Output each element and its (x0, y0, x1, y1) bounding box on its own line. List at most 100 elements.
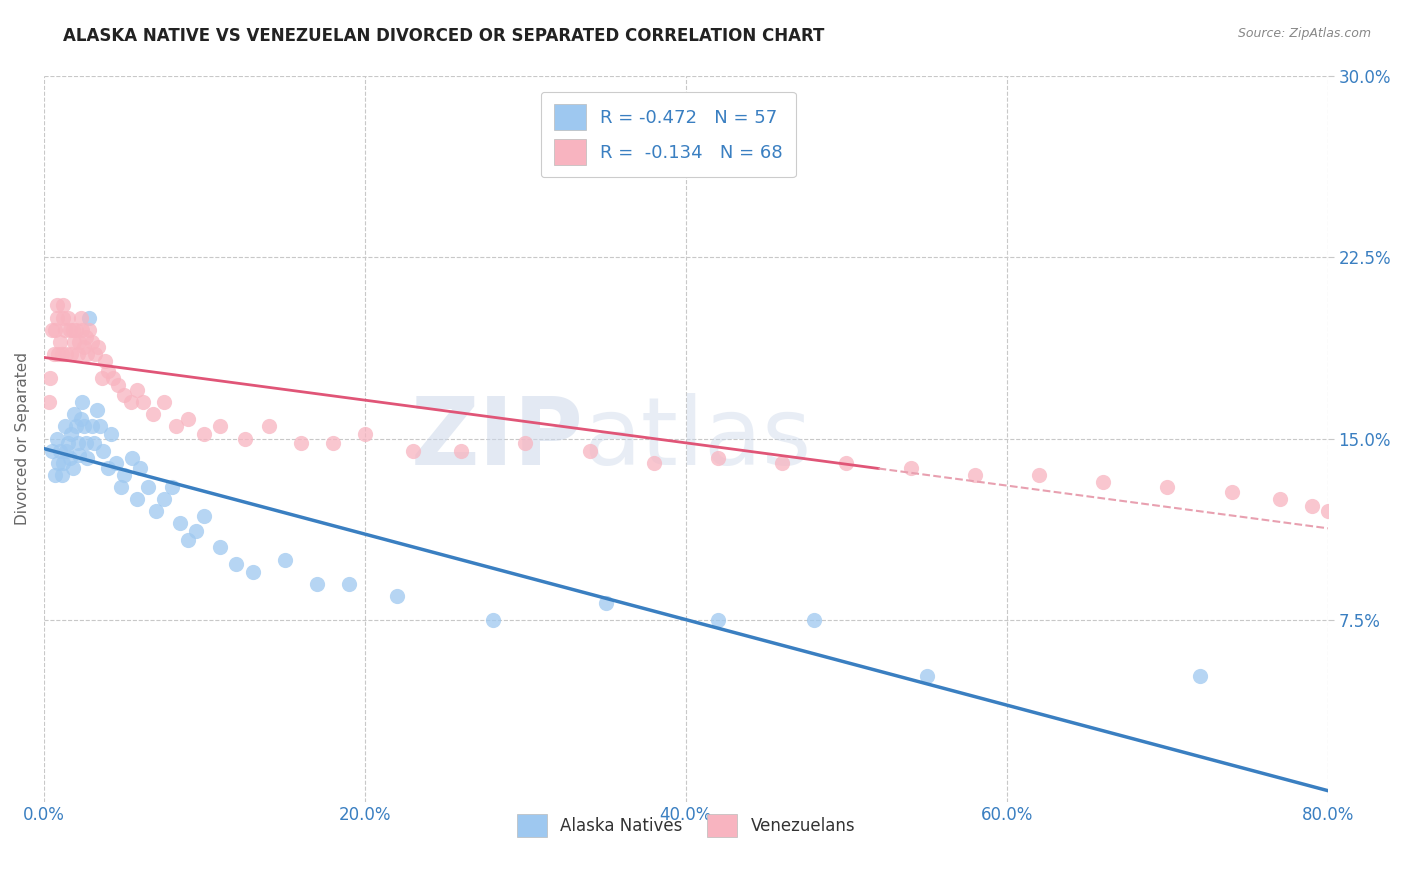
Point (162, 480, 184, 494)
Point (41, 443, 63, 458)
Text: Source: ZipAtlas.com: Source: ZipAtlas.com (1237, 27, 1371, 40)
Point (145, 504, 167, 518)
Point (1156, 480, 1178, 494)
Point (73, 340, 96, 354)
Point (69, 310, 91, 325)
Point (209, 419, 232, 434)
Point (55, 443, 77, 458)
Point (1301, 500, 1323, 514)
Point (110, 480, 132, 494)
Point (112, 467, 135, 482)
Point (80, 334, 103, 349)
Point (225, 558, 247, 572)
Point (38, 395, 60, 409)
Point (101, 371, 124, 385)
Point (322, 436, 344, 450)
Point (49, 443, 72, 458)
Point (337, 576, 360, 591)
Point (1220, 484, 1243, 499)
Point (770, 456, 793, 470)
Point (63, 334, 86, 349)
Point (83, 436, 105, 450)
Point (915, 669, 938, 683)
Text: ALASKA NATIVE VS VENEZUELAN DIVORCED OR SEPARATED CORRELATION CHART: ALASKA NATIVE VS VENEZUELAN DIVORCED OR … (63, 27, 825, 45)
Point (39, 371, 62, 385)
Point (45, 432, 67, 446)
Point (193, 426, 215, 441)
Point (87, 340, 110, 354)
Point (165, 419, 187, 434)
Point (97, 460, 120, 475)
Point (120, 395, 142, 409)
Point (305, 576, 328, 591)
Point (77, 310, 100, 325)
Point (233, 432, 256, 446)
Legend: Alaska Natives, Venezuelans: Alaska Natives, Venezuelans (510, 807, 862, 844)
Point (62, 460, 84, 475)
Point (60, 426, 83, 441)
Point (52, 310, 75, 325)
Point (105, 456, 128, 470)
Point (186, 524, 208, 538)
Point (76, 347, 98, 361)
Y-axis label: Divorced or Separated: Divorced or Separated (15, 352, 30, 525)
Point (65, 419, 87, 434)
Point (177, 412, 200, 426)
Point (65, 323, 87, 337)
Point (45, 298, 67, 312)
Point (72, 395, 94, 409)
Point (707, 613, 730, 627)
Point (402, 443, 425, 458)
Point (132, 395, 155, 409)
Point (515, 436, 537, 450)
Point (1188, 669, 1211, 683)
Point (578, 443, 600, 458)
Point (835, 456, 858, 470)
Point (44, 467, 66, 482)
Point (121, 450, 143, 465)
Point (595, 596, 617, 610)
Text: ZIP: ZIP (411, 392, 583, 484)
Point (963, 467, 986, 482)
Point (1092, 475, 1115, 489)
Point (66, 436, 89, 450)
Point (66, 347, 89, 361)
Point (450, 443, 472, 458)
Point (75, 436, 97, 450)
Point (77, 323, 100, 337)
Point (53, 323, 76, 337)
Point (56, 436, 79, 450)
Point (290, 436, 312, 450)
Point (209, 541, 232, 555)
Point (136, 480, 159, 494)
Point (46, 456, 69, 470)
Point (55, 347, 77, 361)
Point (69, 412, 91, 426)
Point (67, 449, 90, 463)
Point (63, 408, 86, 422)
Point (80, 419, 103, 434)
Point (60, 347, 83, 361)
Point (153, 491, 176, 506)
Point (125, 383, 148, 397)
Point (242, 565, 264, 579)
Point (153, 395, 176, 409)
Point (273, 552, 295, 566)
Point (1028, 467, 1050, 482)
Point (112, 388, 135, 402)
Point (53, 419, 76, 434)
Point (107, 378, 129, 392)
Point (42, 347, 65, 361)
Point (169, 516, 191, 531)
Point (643, 456, 665, 470)
Point (142, 408, 165, 422)
Point (56, 310, 79, 325)
Point (41, 323, 63, 337)
Point (100, 426, 122, 441)
Point (1268, 491, 1291, 506)
Point (482, 613, 505, 627)
Point (76, 450, 98, 465)
Text: atlas: atlas (583, 392, 811, 484)
Point (94, 354, 117, 368)
Point (257, 419, 280, 434)
